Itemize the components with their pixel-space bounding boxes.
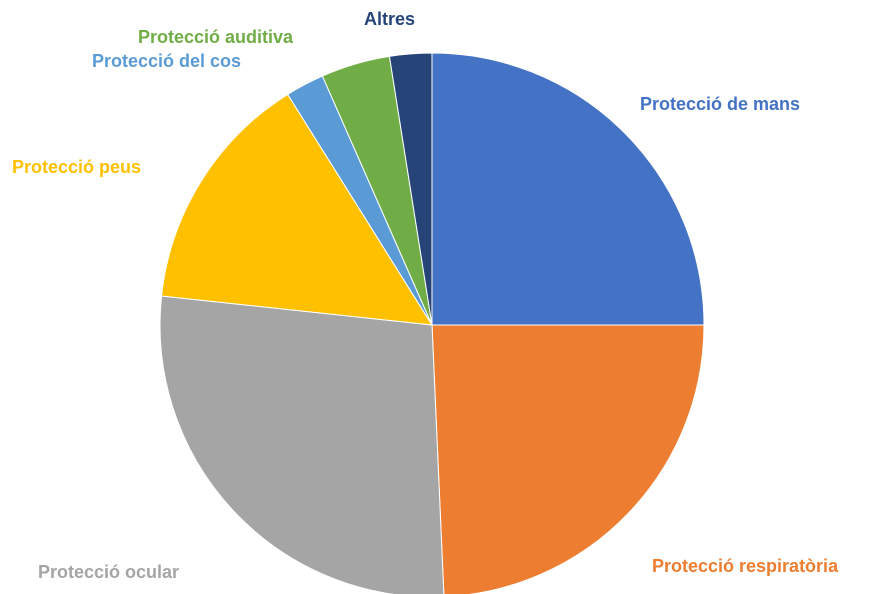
slice-label: Protecció de mans: [640, 94, 800, 114]
slice-label: Protecció ocular: [38, 562, 179, 582]
slice-label: Protecció respiratòria: [652, 556, 839, 576]
pie-slice: [159, 295, 445, 594]
slice-label: Protecció peus: [12, 157, 141, 177]
pie-slice: [431, 52, 705, 326]
pie-slice: [388, 52, 433, 326]
slice-label: Altres: [364, 9, 415, 29]
pie-slice: [160, 93, 433, 326]
pie-slice: [431, 324, 705, 594]
slice-label: Protecció del cos: [92, 51, 241, 71]
slice-label: Protecció auditiva: [138, 27, 294, 47]
